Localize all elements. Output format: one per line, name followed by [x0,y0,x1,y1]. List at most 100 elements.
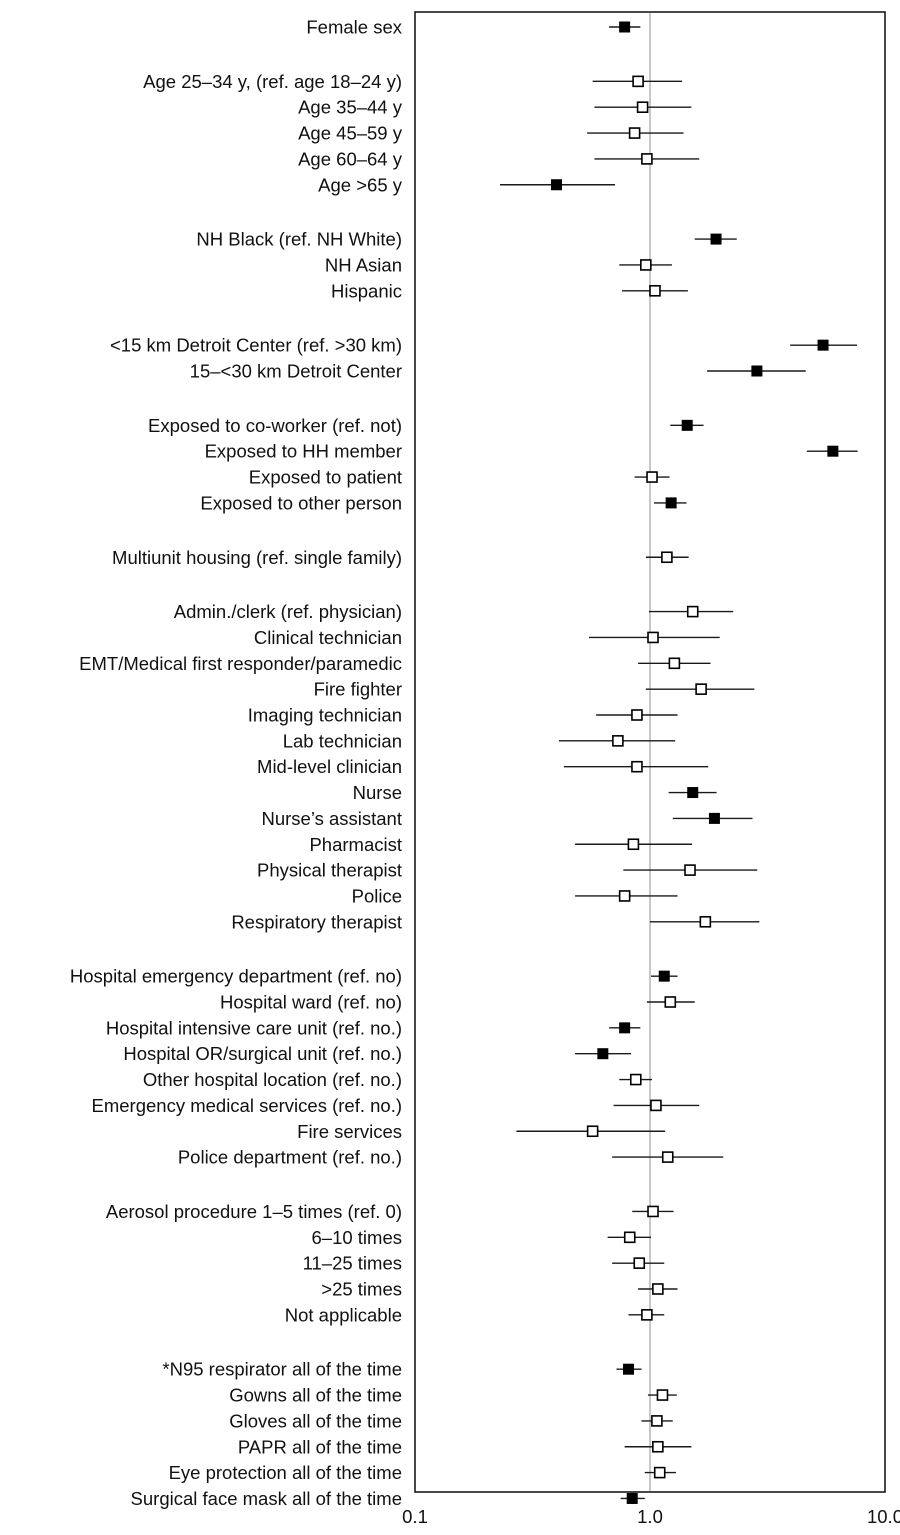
row-label: Not applicable [285,1304,402,1325]
estimate-marker-open [641,153,653,165]
row-label: Exposed to HH member [205,441,402,462]
estimate-marker-filled [619,1022,631,1034]
row-label: Age >65 y [318,174,403,195]
row-label: Police [352,885,402,906]
x-tick-label: 1.0 [637,1506,663,1527]
estimate-marker-open [695,683,707,695]
row-label: Lab technician [283,730,402,751]
row-label: >25 times [321,1279,402,1300]
row-label: Physical therapist [257,860,402,881]
estimate-marker-filled [687,787,699,799]
row-label: Admin./clerk (ref. physician) [174,601,402,622]
rows-layer: Female sex Age 25–34 y, (ref. age 18–24 y… [70,17,858,1509]
estimate-marker-open [632,75,644,88]
estimate-marker-filled [626,1492,638,1504]
row-label: Nurse [353,782,402,803]
row-label: Eye protection all of the time [169,1462,402,1483]
row-label: Nurse’s assistant [261,808,402,829]
x-tick-label: 10.0 [867,1506,900,1527]
estimate-marker-open [649,284,661,297]
x-tick-label: 0.1 [402,1506,428,1527]
estimate-marker-filled [658,970,670,982]
estimate-marker-open [652,1283,664,1295]
row-label: Clinical technician [254,627,402,648]
row-label: Police department (ref. no.) [178,1147,402,1168]
estimate-marker-open [661,551,673,564]
row-label: Hospital OR/surgical unit (ref. no.) [123,1043,402,1064]
row-label: Hispanic [331,280,402,301]
estimate-marker-open [641,1309,653,1321]
estimate-marker-filled [622,1363,634,1375]
estimate-marker-open [633,1257,646,1269]
row-label: Aerosol procedure 1–5 times (ref. 0) [106,1201,402,1222]
row-label: Exposed to other person [200,492,402,513]
estimate-marker-open [636,101,649,113]
row-label: Respiratory therapist [231,911,402,932]
estimate-marker-filled [619,21,631,33]
estimate-marker-filled [827,445,839,457]
estimate-marker-open [631,760,643,773]
row-label: Gloves all of the time [229,1410,402,1431]
estimate-marker-filled [597,1048,609,1060]
row-label: EMT/Medical first responder/paramedic [79,653,402,674]
estimate-marker-open [650,1099,662,1112]
row-label: NH Asian [325,254,402,275]
row-label: Age 60–64 y [298,148,403,169]
row-label: Pharmacist [309,834,402,855]
estimate-marker-open [656,1389,669,1401]
row-label: <15 km Detroit Center (ref. >30 km) [110,335,402,356]
estimate-marker-open [647,1205,659,1218]
estimate-marker-open [586,1125,599,1138]
estimate-marker-filled [681,419,693,431]
row-label: Mid-level clinician [257,756,402,777]
row-label: Age 25–34 y, (ref. age 18–24 y) [143,71,402,92]
row-label: Exposed to patient [249,467,402,488]
estimate-marker-open [651,1415,663,1427]
row-label: Hospital intensive care unit (ref. no.) [106,1017,402,1038]
row-label: Age 45–59 y [298,123,403,144]
plot-frame [414,11,886,1493]
estimate-marker-open [623,1231,636,1244]
estimate-marker-open [668,657,681,670]
row-label: 11–25 times [303,1253,402,1274]
row-label: Surgical face mask all of the time [131,1488,402,1509]
estimate-marker-filled [550,179,562,191]
row-label: Age 35–44 y [298,97,403,118]
estimate-marker-open [612,735,624,747]
estimate-marker-open [646,471,658,483]
row-label: 15–<30 km Detroit Center [190,361,402,382]
row-label: Fire fighter [314,679,402,700]
row-label: Female sex [306,17,402,38]
row-label: 6–10 times [312,1227,403,1248]
estimate-marker-filled [710,233,722,245]
estimate-marker-open [686,605,699,618]
row-label: Hospital ward (ref. no) [220,992,402,1013]
row-label: Emergency medical services (ref. no.) [92,1095,403,1116]
estimate-marker-open [628,127,641,139]
row-label: Other hospital location (ref. no.) [143,1069,402,1090]
row-label: Exposed to co-worker (ref. not) [148,415,402,436]
estimate-marker-open [618,890,631,902]
row-label: *N95 respirator all of the time [162,1359,402,1380]
estimate-marker-open [627,838,640,851]
x-axis-ticks: 0.1 1.0 10.0 [402,1506,900,1527]
row-label: Fire services [297,1121,402,1142]
row-label: NH Black (ref. NH White) [196,229,402,250]
row-label: Gowns all of the time [229,1385,402,1406]
estimate-marker-open [653,1466,666,1479]
row-label: Multiunit housing (ref. single family) [112,547,402,568]
row-label: Imaging technician [248,705,402,726]
estimate-marker-open [652,1440,664,1453]
estimate-marker-open [629,1073,642,1086]
estimate-marker-open [631,709,643,721]
estimate-marker-open [640,259,652,271]
estimate-marker-filled [708,812,720,824]
estimate-marker-open [664,996,677,1008]
estimate-marker-filled [817,339,829,351]
row-label: PAPR all of the time [238,1436,402,1457]
estimate-marker-open [661,1151,674,1163]
estimate-marker-open [699,915,712,928]
row-label: Hospital emergency department (ref. no) [70,966,402,987]
estimate-marker-open [647,631,659,644]
